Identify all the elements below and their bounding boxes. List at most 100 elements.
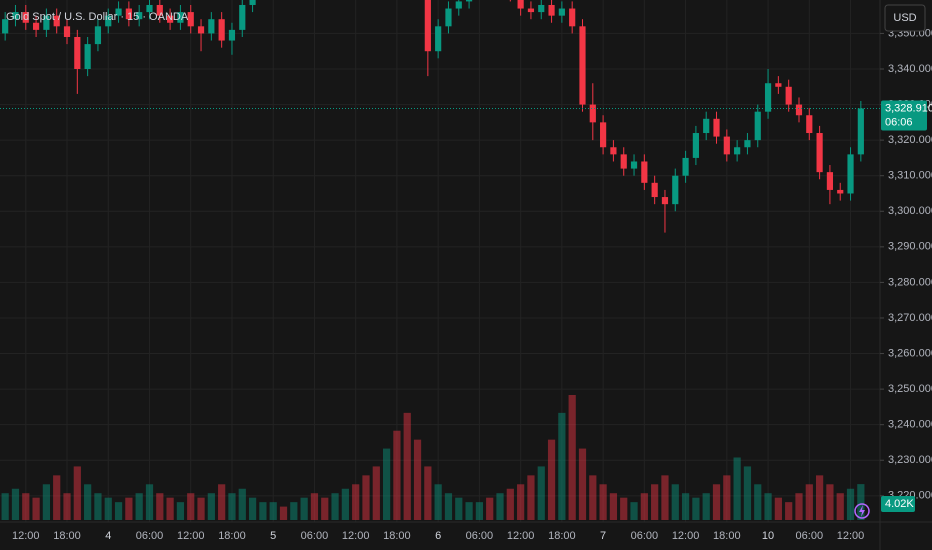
volume-bar: [692, 497, 700, 520]
candle-body: [548, 4, 555, 16]
candle-body: [115, 8, 122, 16]
candle-body: [435, 26, 442, 52]
candle-body: [806, 115, 813, 134]
volume-bar: [609, 493, 618, 520]
currency-button[interactable]: [884, 4, 926, 32]
volume-bar: [382, 448, 391, 520]
volume-bar: [22, 493, 30, 520]
volume-bar: [248, 497, 257, 520]
volume-bar: [1, 493, 9, 520]
volume-bar: [743, 466, 752, 520]
volume-bar: [444, 493, 453, 520]
overlay: 3,328.910 06:06 4.02K: [0, 100, 932, 512]
candle-body: [703, 118, 710, 134]
x-tick-label: 18:00: [53, 530, 81, 542]
volume-bar: [805, 484, 813, 520]
y-tick-label: 3,290.000: [888, 241, 932, 253]
volume-bar: [187, 493, 195, 520]
volume-bar: [589, 475, 597, 520]
x-tick-label: 12:00: [672, 530, 700, 542]
candle-body: [785, 86, 792, 105]
volume-bar: [815, 475, 824, 520]
volume-bar: [259, 502, 267, 520]
candle-body: [228, 29, 236, 41]
volume-bar: [114, 502, 123, 520]
x-tick-label: 12:00: [177, 530, 205, 542]
candle-body: [723, 136, 730, 155]
volume-bar: [197, 497, 205, 520]
y-tick-label: 3,300.000: [888, 205, 932, 217]
volume-bar: [238, 488, 246, 520]
volume-pane: [1, 395, 865, 520]
volume-bar: [506, 488, 514, 520]
candle-body: [754, 111, 761, 141]
volume-bar: [372, 466, 380, 520]
price-pane: [2, 0, 864, 233]
currency-label[interactable]: USD: [893, 12, 916, 24]
volume-bar: [785, 502, 793, 520]
x-tick-label: 12:00: [507, 530, 535, 542]
volume-bar: [774, 497, 782, 520]
volume-bar: [754, 484, 762, 520]
y-tick-label: 3,320.000: [888, 134, 932, 146]
candle-body: [826, 172, 834, 190]
volume-bar: [465, 502, 473, 520]
candle-body: [682, 157, 689, 176]
x-tick-label: 18:00: [548, 530, 576, 542]
volume-bar: [723, 475, 731, 520]
volume-bar: [681, 493, 690, 520]
candle-body: [600, 122, 607, 148]
candle-body: [146, 4, 153, 13]
volume-bar: [846, 488, 855, 520]
x-tick-label: 12:00: [12, 530, 40, 542]
x-tick-label: 18:00: [218, 530, 246, 542]
volume-bar: [568, 395, 576, 520]
volume-bar: [661, 475, 669, 520]
candle-body: [177, 12, 184, 23]
volume-bar: [73, 466, 81, 520]
candle-body: [424, 0, 431, 52]
candle-body: [764, 83, 772, 112]
candle-body: [445, 8, 452, 27]
candle-body: [527, 8, 535, 13]
candle-body: [63, 26, 71, 37]
candle-body: [672, 175, 679, 205]
candle-body: [187, 12, 194, 27]
x-tick-label: 06:00: [301, 530, 329, 542]
candle-body: [837, 189, 844, 194]
y-tick-label: 3,270.000: [888, 312, 932, 324]
volume-bar: [300, 497, 308, 520]
volume-bar: [135, 493, 143, 520]
chart-title: Gold Spot / U.S. Dollar · 15 · OANDA: [6, 11, 189, 23]
volume-bar: [857, 484, 865, 520]
volume-bar: [53, 475, 61, 520]
candle-body: [610, 147, 617, 155]
volume-bar: [321, 497, 329, 520]
candle-body: [167, 15, 174, 23]
volume-bar: [341, 488, 349, 520]
volume-bar: [826, 484, 834, 520]
volume-bar: [218, 484, 226, 520]
volume-bar: [63, 493, 71, 520]
candle-body: [94, 26, 102, 45]
alert-icon[interactable]: [854, 503, 870, 519]
volume-bar: [94, 493, 102, 520]
candle-body: [775, 83, 782, 87]
volume-bar: [651, 484, 659, 520]
x-tick-label: 18:00: [713, 530, 741, 542]
candle-body: [589, 104, 596, 123]
x-tick-label: 12:00: [342, 530, 370, 542]
volume-bar: [393, 430, 401, 520]
volume-bar: [352, 484, 360, 520]
volume-bar: [733, 457, 741, 520]
volume-bar: [42, 484, 51, 520]
volume-bar: [290, 502, 298, 520]
volume-bar: [331, 493, 339, 520]
volume-bar: [279, 506, 288, 520]
candle-body: [734, 147, 741, 155]
y-tick-label: 3,260.000: [888, 347, 932, 359]
candle-body: [2, 19, 9, 34]
candle-body: [795, 104, 803, 116]
candle-body: [125, 8, 132, 20]
candle-body: [857, 108, 864, 155]
